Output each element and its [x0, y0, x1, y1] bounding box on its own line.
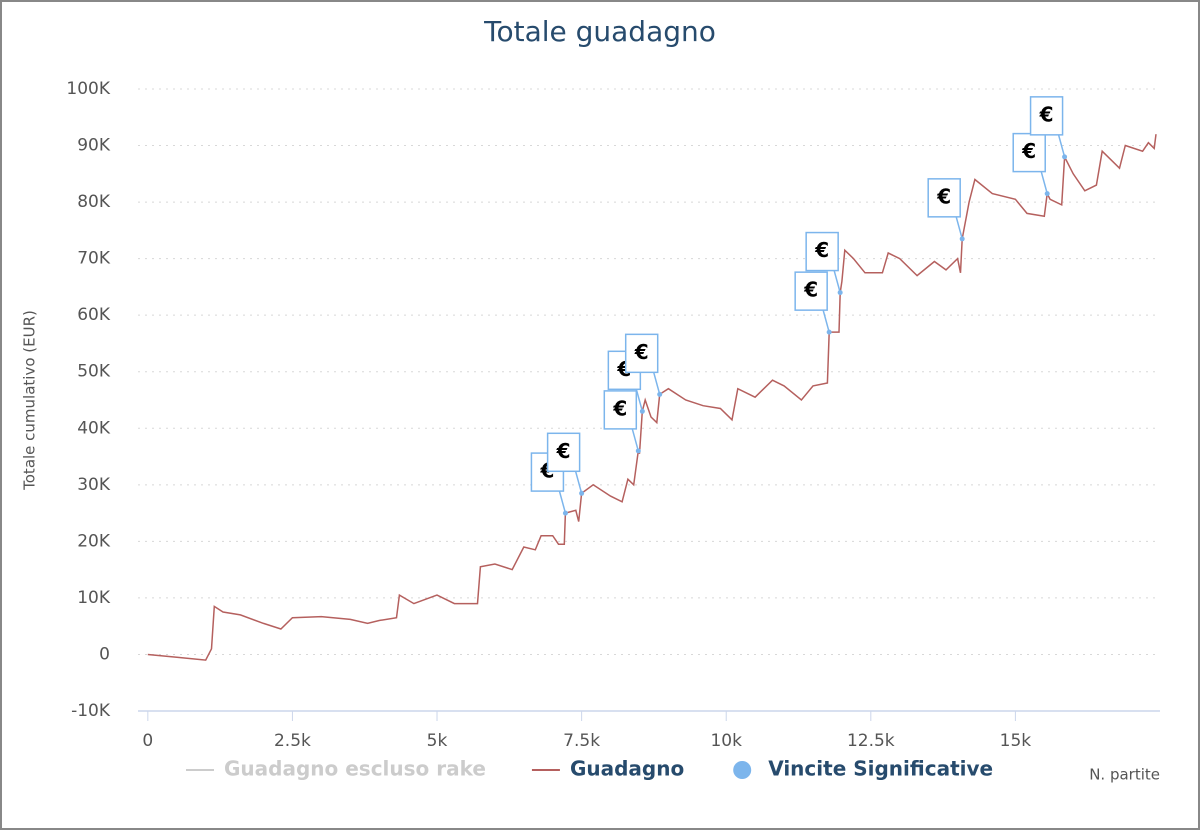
flag-label: €: [1021, 139, 1036, 163]
point: [635, 448, 641, 454]
y-tick-label: -10K: [71, 701, 111, 721]
point: [837, 290, 843, 296]
x-tick-label: 7.5k: [563, 731, 600, 751]
x-tick-label: 10k: [710, 731, 742, 751]
flag-label: €: [1039, 102, 1054, 126]
flag-label: €: [814, 238, 829, 262]
flag-box: [603, 390, 638, 430]
chart-title: Totale guadagno: [483, 15, 716, 48]
y-tick-label: 30K: [77, 475, 111, 495]
y-tick-label: 0: [99, 644, 110, 664]
flag-box: [1012, 132, 1046, 173]
flag-box: [624, 333, 659, 374]
point: [1044, 191, 1050, 197]
flag-connector: [631, 428, 640, 452]
y-axis-label: Totale cumulativo (EUR): [21, 310, 39, 491]
flag-label: €: [634, 340, 649, 364]
flag-label: €: [936, 184, 951, 208]
x-tick-label: 2.5k: [274, 731, 311, 751]
legend-symbol: [733, 761, 752, 779]
flag-connector: [635, 389, 644, 412]
x-tick-label: 5k: [427, 731, 448, 751]
flag-connector: [833, 270, 841, 293]
y-tick-label: 60K: [77, 305, 111, 325]
x-tick-label: 15k: [1000, 731, 1032, 751]
flag-connector: [574, 471, 583, 494]
legend-label: Guadagno: [570, 757, 684, 781]
legend-label: Vincite Significative: [768, 757, 993, 781]
flag-connector: [558, 490, 567, 514]
y-tick-label: 90K: [77, 136, 111, 156]
y-tick-label: 70K: [77, 249, 111, 269]
point: [826, 329, 832, 335]
line: [147, 134, 1157, 661]
flag-label: €: [803, 278, 818, 302]
flag-connector: [822, 309, 830, 333]
legend-label: Guadagno escluso rake: [224, 757, 486, 781]
flag-box: [927, 178, 961, 218]
x-tick-label: 12.5k: [847, 731, 895, 751]
flag-box: [1029, 96, 1064, 136]
point: [657, 391, 663, 397]
flag-label: €: [612, 396, 627, 420]
flag-box: [794, 271, 828, 311]
flag-connector: [1057, 134, 1066, 158]
point: [639, 408, 645, 414]
x-axis-label: N. partite: [1089, 766, 1160, 784]
point: [1062, 154, 1068, 160]
point: [579, 490, 585, 496]
y-tick-label: 10K: [77, 588, 111, 608]
y-tick-label: 20K: [77, 531, 111, 551]
point: [959, 236, 965, 242]
y-tick-label: 100K: [66, 79, 110, 99]
x-tick-label: 0: [142, 731, 153, 751]
y-tick-label: 50K: [77, 362, 111, 382]
flag-label: €: [556, 439, 571, 463]
flag-box: [546, 432, 581, 473]
flag-connector: [955, 216, 963, 240]
flag-connector: [652, 372, 661, 395]
y-tick-label: 80K: [77, 192, 111, 212]
flag-box: [805, 231, 839, 272]
point: [562, 510, 568, 516]
flag-connector: [1040, 171, 1048, 194]
y-tick-label: 40K: [77, 418, 111, 438]
